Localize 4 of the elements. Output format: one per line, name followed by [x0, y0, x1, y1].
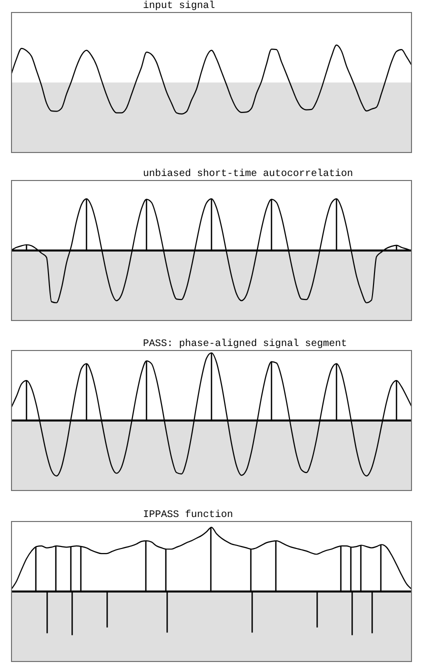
chart-title: unbiased short-time autocorrelation — [143, 168, 354, 180]
chart-title: PASS: phase-aligned signal segment — [143, 338, 348, 350]
chart-title: input signal — [143, 0, 216, 12]
chart-title: IPPASS function — [143, 509, 234, 521]
